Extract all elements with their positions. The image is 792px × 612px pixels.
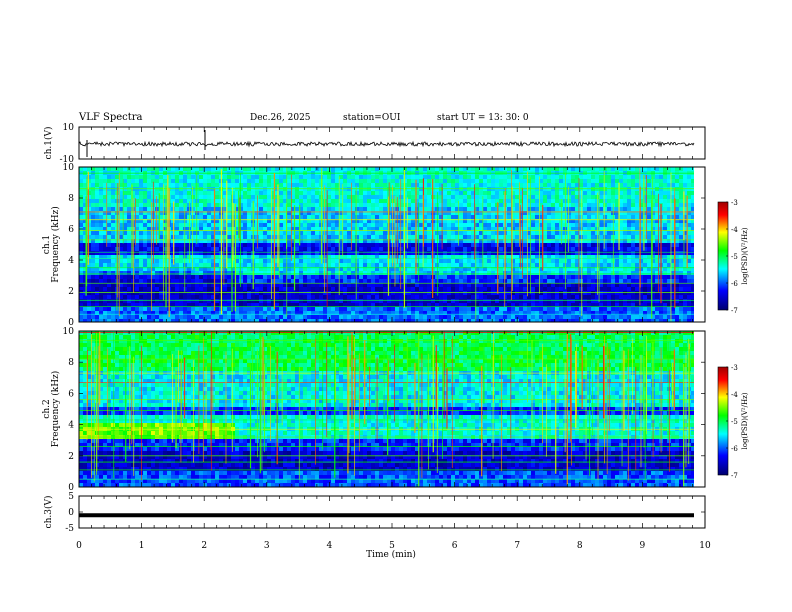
ch2-colorbar-tick-label: -3 (731, 364, 738, 372)
ch2-spectrogram-cells-sferics (86, 331, 690, 487)
ch2-colorbar-tick-label: -6 (731, 445, 738, 453)
ch1-waveform-trace (78, 140, 695, 148)
ch2-spectrogram-ytick-label: 10 (63, 327, 75, 337)
x-tick-label: 2 (201, 541, 207, 551)
ch1-spectrogram-ytick-label: 8 (68, 194, 74, 204)
x-tick-label: 0 (76, 541, 82, 551)
ch2-spectrogram-ytick-label: 0 (68, 483, 74, 493)
ch1-spectrogram-cells-hlines (79, 172, 694, 315)
ch1-spectrogram-ytick-label: 6 (68, 225, 74, 235)
start-time-label: start UT = 13: 30: 0 (437, 113, 529, 123)
x-tick-label: 8 (577, 541, 583, 551)
ch1-spectrogram-cells (79, 167, 694, 322)
ch1-spectrogram-ylabel: Frequency (kHz) (50, 206, 61, 283)
ch1-spectrogram-ytick-label: 0 (68, 318, 74, 328)
ch1-spectrogram-cells-sferics (85, 167, 688, 322)
ch2-colorbar-tick-label: -7 (731, 472, 738, 480)
x-tick-label: 4 (327, 541, 333, 551)
ch2-spectrogram-ytick-label: 2 (68, 452, 74, 462)
ch1-spectrogram-ylabel: ch.1 (42, 235, 52, 254)
ch1-spectrogram-ytick-label: 2 (68, 287, 74, 297)
x-tick-label: 6 (452, 541, 458, 551)
ch1-colorbar-tick-label: -7 (731, 307, 738, 315)
x-tick-label: 10 (699, 541, 711, 551)
ch2-spectrogram-ylabel: ch.2 (42, 399, 52, 418)
ch1-waveform-ytick-label: 10 (63, 123, 75, 133)
ch1-spectrogram-ytick-label: 4 (68, 256, 74, 266)
ch3-waveform-ylabel: ch.3(V) (43, 496, 54, 529)
x-tick-label: 7 (514, 541, 520, 551)
chart-title: VLF Spectra (79, 112, 143, 123)
x-axis-title: Time (min) (366, 549, 416, 560)
x-tick-label: 1 (139, 541, 145, 551)
ch1-colorbar-tick-label: -3 (731, 199, 738, 207)
station-label: station=OUI (343, 113, 401, 123)
ch1-waveform-ylabel: ch.1(V) (43, 127, 54, 160)
ch2-spectrogram-cells (79, 331, 694, 487)
ch1-colorbar-label: log(PSD)(V²/Hz) (741, 227, 749, 284)
ch2-colorbar-tick-label: -4 (731, 391, 738, 399)
ch1-colorbar-tick-label: -4 (731, 226, 738, 234)
x-tick-label: 3 (264, 541, 270, 551)
ch1-colorbar-tick-label: -6 (731, 280, 738, 288)
ch1-spectrogram-ytick-label: 10 (63, 163, 75, 173)
ch3-waveform-ytick-label: 5 (68, 492, 74, 502)
x-tick-label: 9 (640, 541, 646, 551)
ch2-spectrogram-ylabel: Frequency (kHz) (50, 371, 61, 448)
ch2-colorbar-label: log(PSD)(V²/Hz) (741, 392, 749, 449)
ch1-colorbar-tick-label: -5 (731, 253, 738, 261)
date-label: Dec.26, 2025 (250, 113, 311, 123)
ch2-colorbar-tick-label: -5 (731, 418, 738, 426)
ch2-spectrogram-ytick-label: 4 (68, 421, 74, 431)
ch1-waveform-ytick-label: -10 (60, 155, 75, 165)
x-tick-label: 5 (389, 541, 395, 551)
ch2-spectrogram-ytick-label: 6 (68, 389, 74, 399)
ch2-spectrogram-ytick-label: 8 (68, 358, 74, 368)
ch3-waveform-ytick-label: -5 (65, 524, 74, 534)
ch3-waveform-ytick-label: 0 (68, 508, 74, 518)
